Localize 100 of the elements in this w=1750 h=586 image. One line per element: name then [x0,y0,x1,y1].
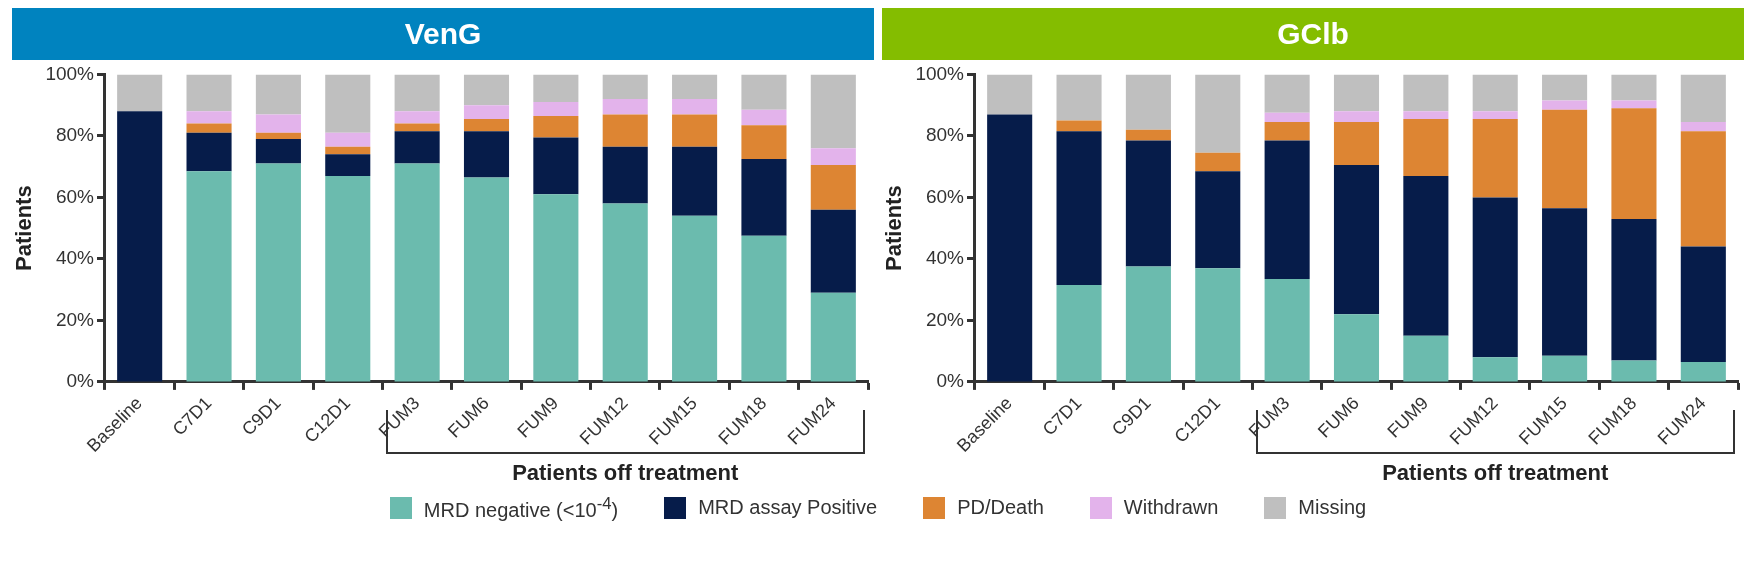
bar [810,209,856,293]
bar [1264,112,1310,123]
bar [741,235,787,382]
bar [1403,118,1449,176]
bar [1264,140,1310,279]
bar [741,109,787,126]
bar [533,74,579,103]
bar [463,131,510,178]
y-tick-label: 60% [55,185,95,207]
bar [394,74,440,112]
bar [810,74,856,149]
bar [602,114,648,147]
bar [602,99,648,115]
bar [463,74,510,106]
bar [1680,74,1726,123]
bar [255,114,301,133]
bar [533,102,579,116]
bar [987,114,1033,382]
bar [463,118,510,132]
bar [186,171,232,382]
bar [463,105,510,119]
bar [602,146,648,204]
y-tick-label: 40% [925,247,965,269]
y-axis-title: Patients [881,185,907,271]
bar [1611,218,1657,361]
bar [1542,109,1588,209]
bar [672,215,718,382]
bar [672,99,718,115]
bar [1056,131,1102,286]
bar [1264,74,1310,113]
bar [672,146,718,216]
bar [810,148,856,166]
bar [1056,74,1102,121]
x-axis-title: Patients off treatment [511,460,740,486]
bar [1195,171,1241,269]
bar [1472,357,1518,382]
bar [1333,122,1380,166]
bar [602,74,648,99]
bar [741,74,787,110]
bar [325,132,371,147]
bar [602,203,648,382]
bar [117,74,163,112]
bar [255,74,301,115]
bar [325,175,371,382]
bar [1680,361,1726,382]
bar [1611,360,1657,382]
bar [1403,335,1449,382]
bar [1125,129,1171,141]
bar [394,163,440,382]
bar [1403,111,1449,119]
bar [1611,74,1657,101]
bar [1333,74,1380,112]
bar [1056,120,1102,132]
y-tick-label: 20% [925,308,965,330]
bar [186,123,232,133]
bar [810,292,856,382]
bar [186,111,232,124]
bar [394,111,440,124]
bar [1680,246,1726,362]
bar [1680,131,1726,247]
y-tick-label: 20% [55,308,95,330]
bar [1195,74,1241,153]
bar [1611,100,1657,109]
y-tick-label: 80% [925,124,965,146]
y-tick-label: 60% [925,185,965,207]
bar [1680,122,1726,132]
bar [325,146,371,155]
bar [533,194,579,382]
bar [1611,108,1657,219]
legend-label: MRD assay Positive [698,496,878,520]
bar [1542,74,1588,101]
y-tick-label: 100% [45,62,95,84]
bar [1472,74,1518,112]
x-axis-title: Patients off treatment [1381,460,1610,486]
y-tick-label: 40% [55,247,95,269]
bar [325,74,371,133]
bar [1472,197,1518,358]
bar [672,114,718,147]
y-tick-label: 0% [936,370,965,392]
chart-title: VenG [12,8,874,60]
bar [810,165,856,210]
bar [463,177,510,382]
bar [1472,118,1518,198]
y-tick-label: 0% [66,370,95,392]
y-axis-title: Patients [11,185,37,271]
bar [1333,165,1380,315]
bar [255,132,301,139]
bar [1542,208,1588,356]
bar [1264,122,1310,141]
bar [533,115,579,138]
y-tick-label: 100% [915,62,965,84]
bar [186,132,232,172]
bar [1264,278,1310,382]
legend-label: Withdrawn [1123,496,1219,520]
bar [394,123,440,132]
bar [1125,74,1171,130]
bar [1125,140,1171,267]
bar [1403,74,1449,112]
bar [533,137,579,195]
bar [987,74,1033,115]
